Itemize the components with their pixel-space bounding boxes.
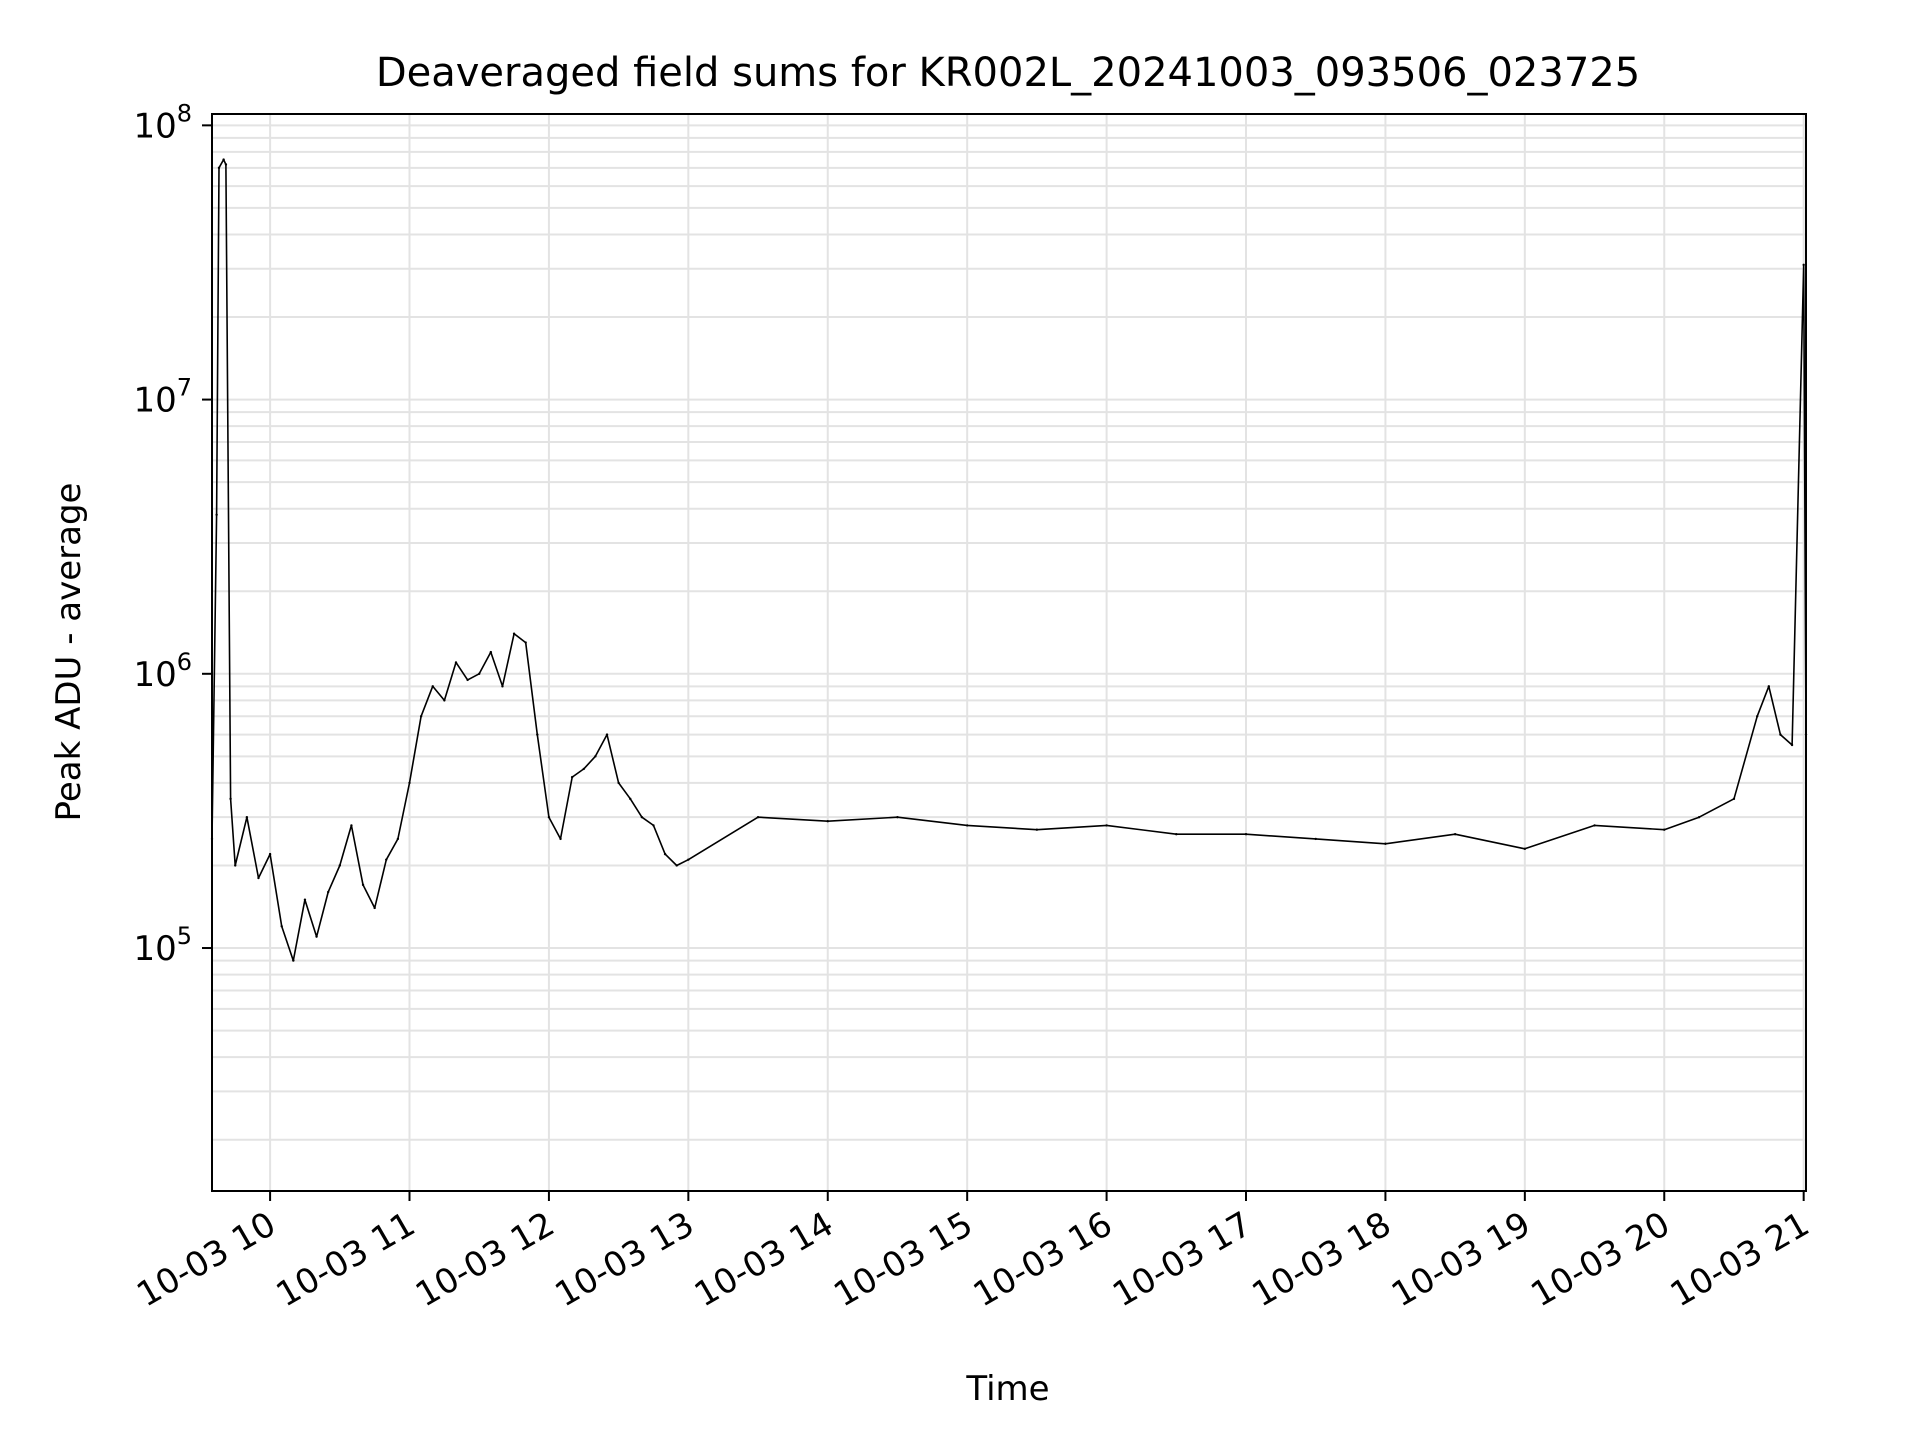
- data-point: [629, 797, 632, 801]
- x-tick-label: 10-03 16: [967, 1204, 1119, 1315]
- x-tick-label: 10-03 11: [270, 1204, 422, 1315]
- data-point: [224, 163, 228, 166]
- data-point: [315, 935, 318, 938]
- data-point: [489, 650, 493, 654]
- data-point: [652, 824, 655, 827]
- axes-frame: [211, 113, 1807, 1192]
- data-point: [501, 685, 504, 688]
- data-point: [385, 858, 388, 861]
- data-point: [896, 815, 899, 819]
- data-point: [524, 641, 527, 644]
- y-tick-label: 106: [133, 648, 192, 695]
- data-point: [640, 815, 644, 819]
- data-point: [215, 513, 218, 517]
- data-point: [756, 815, 760, 819]
- data-point: [1105, 824, 1108, 827]
- x-tick-label: 10-03 13: [548, 1204, 700, 1315]
- data-point: [687, 858, 690, 861]
- data-point: [222, 158, 225, 161]
- data-point: [396, 837, 400, 841]
- data-point: [280, 925, 283, 928]
- data-point: [1384, 842, 1387, 845]
- data-point: [1175, 833, 1178, 836]
- y-tick-label: 107: [133, 374, 192, 421]
- data-point: [1767, 685, 1771, 688]
- data-point: [1314, 837, 1317, 841]
- data-point: [1453, 833, 1457, 836]
- y-tick-label: 105: [133, 922, 192, 969]
- data-point: [443, 699, 446, 702]
- data-point: [431, 685, 434, 688]
- x-tick-label: 10-03 19: [1385, 1204, 1537, 1315]
- x-tick-label: 10-03 12: [409, 1204, 561, 1315]
- data-point: [257, 876, 260, 880]
- data-point: [1802, 263, 1805, 267]
- data-point: [1732, 797, 1736, 801]
- x-tick-label: 10-03 20: [1524, 1204, 1676, 1315]
- data-point: [617, 781, 620, 785]
- data-point: [245, 815, 249, 819]
- data-point: [594, 755, 597, 758]
- data-point: [512, 632, 516, 635]
- y-tick-label: 108: [133, 99, 192, 146]
- data-point: [675, 864, 678, 867]
- data-point: [570, 775, 574, 779]
- data-point: [419, 715, 423, 718]
- x-tick-label: 10-03 21: [1664, 1204, 1816, 1315]
- data-point: [536, 733, 539, 736]
- data-point: [454, 661, 458, 664]
- data-point: [466, 678, 469, 682]
- data-point: [1663, 828, 1666, 831]
- data-point: [1035, 828, 1039, 831]
- data-point: [1779, 733, 1782, 736]
- chart-title: Deaveraged field sums for KR002L_2024100…: [376, 50, 1640, 96]
- data-point: [373, 906, 376, 910]
- data-point: [559, 837, 562, 841]
- data-point: [408, 781, 411, 785]
- x-tick-label: 10-03 10: [130, 1204, 282, 1315]
- data-point: [582, 767, 585, 771]
- data-point: [1790, 743, 1794, 747]
- data-point: [361, 883, 365, 887]
- data-point: [268, 852, 272, 856]
- y-axis-label: Peak ADU - average: [49, 483, 89, 822]
- series-line: [211, 158, 1807, 962]
- grid-lines: [212, 114, 1806, 1191]
- data-point: [338, 864, 341, 867]
- x-tick-label: 10-03 14: [688, 1204, 840, 1315]
- data-point: [1593, 824, 1596, 827]
- plot-area: [210, 158, 1808, 962]
- data-point: [826, 820, 829, 823]
- data-point: [1244, 833, 1248, 836]
- x-tick-label: 10-03 15: [827, 1204, 979, 1315]
- data-point: [1756, 715, 1759, 718]
- x-axis-label: Time: [965, 1369, 1049, 1409]
- data-point: [292, 959, 295, 962]
- y-axis-ticks: 105 106 107 108: [133, 99, 212, 969]
- data-point: [605, 733, 609, 736]
- data-point: [229, 797, 232, 801]
- data-point: [350, 824, 353, 827]
- data-point: [663, 852, 667, 856]
- data-point: [326, 890, 330, 894]
- data-point: [478, 672, 481, 675]
- x-tick-label: 10-03 18: [1246, 1204, 1398, 1315]
- data-point: [965, 824, 969, 827]
- data-point: [547, 815, 551, 819]
- data-point: [217, 166, 221, 170]
- data-point: [1523, 847, 1527, 851]
- data-point: [303, 898, 307, 901]
- data-point: [1697, 815, 1701, 819]
- data-point: [234, 864, 237, 867]
- x-tick-label: 10-03 17: [1106, 1204, 1258, 1315]
